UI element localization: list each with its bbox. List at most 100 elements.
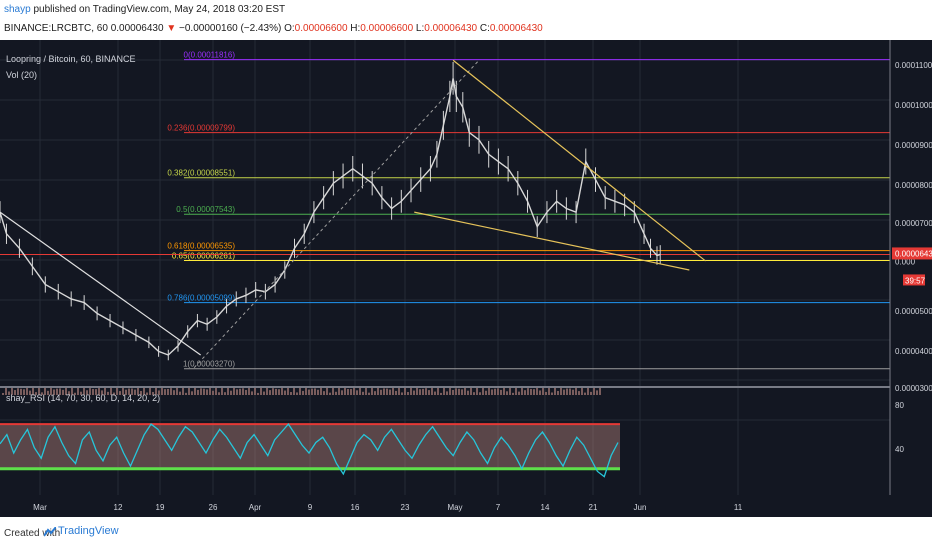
price-chart[interactable]: 0(0.00011816) 0.236(0.00009799) 0.382(0.00… [0,40,932,517]
volume-bar [566,388,568,395]
volume-bar [239,388,241,395]
x-tick-label: 19 [156,503,165,512]
volume-bar [512,392,514,395]
volume-bar [251,391,253,395]
volume-bar [323,391,325,395]
volume-bar [437,387,439,395]
volume-bar [578,391,580,395]
volume-bar [110,387,112,395]
fib-level-label: 0.786(0.00005099) [167,294,235,303]
volume-bar [554,387,556,395]
x-tick-label: 21 [589,503,598,512]
volume-bar [524,390,526,395]
volume-bar [560,387,562,395]
volume-bar [152,391,154,395]
volume-bar [14,390,16,395]
x-tick-label: Jun [634,503,647,512]
volume-bar [206,389,208,395]
volume-bar [17,388,19,395]
x-tick-label: 14 [541,503,550,512]
volume-bar [221,387,223,395]
volume-bar [497,388,499,395]
volume-bar [383,388,385,395]
volume-bar [443,387,445,395]
volume-bar [44,387,46,395]
volume-bar [335,391,337,395]
volume-bar [404,387,406,395]
volume-bar [599,387,601,395]
volume-bar [572,389,574,395]
volume-bar [569,388,571,395]
volume-bar [140,391,142,395]
volume-bar [515,387,517,395]
volume-bar [449,387,451,395]
volume-bar [92,388,94,395]
volume-bar [425,388,427,395]
volume-bar [80,391,82,395]
x-tick-label: 23 [401,503,410,512]
volume-bar [149,387,151,395]
volume-bar [185,392,187,395]
volume-bar [587,387,589,395]
footer: Created with TradingView [0,517,932,550]
publish-line: shayp published on TradingView.com, May … [4,4,285,15]
volume-bar [59,388,61,395]
high-label: H: [350,23,361,34]
volume-bar [98,387,100,395]
volume-bar [494,388,496,395]
volume-bar [29,390,31,395]
rsi-label: shay_RSI (14, 70, 30, 60, D, 14, 20, 2) [6,393,160,403]
author-link[interactable]: shayp [4,4,31,15]
volume-bar [332,387,334,395]
volume-bar [389,389,391,395]
volume-bar [452,389,454,395]
close-label: C: [479,23,490,34]
volume-bar [116,387,118,395]
volume-bar [446,391,448,395]
countdown-badge [903,274,925,286]
volume-bar [71,387,73,395]
volume-bar [170,388,172,395]
open-value: 0.00006600 [294,23,348,34]
volume-bar [545,391,547,395]
volume-bar [500,389,502,395]
fib-level-label: 0(0.00011816) [184,51,236,60]
volume-bar [197,389,199,395]
trendline [452,59,706,262]
volume-bar [539,390,541,395]
trendline [0,211,202,356]
volume-bar [575,387,577,395]
volume-bar [26,387,28,395]
volume-bar [50,387,52,395]
volume-bar [236,389,238,395]
volume-bar [290,392,292,395]
volume-bar [407,392,409,395]
rsi-line [0,423,619,478]
x-tick-label: 16 [351,503,360,512]
volume-bar [125,389,127,395]
volume-bar [143,387,145,395]
volume-label: Vol (20) [6,70,37,80]
volume-bar [89,388,91,395]
volume-bar [56,388,58,395]
volume-bar [527,388,529,395]
volume-bar [95,389,97,395]
volume-bar [5,387,7,395]
tradingview-brand[interactable]: TradingView [58,525,119,537]
volume-bar [227,387,229,395]
price-series [0,59,661,395]
volume-bar [47,390,49,395]
volume-bar [395,390,397,395]
volume-bar [419,389,421,395]
volume-bar [590,391,592,395]
volume-bar [308,389,310,395]
volume-bar [119,391,121,395]
volume-bar [191,391,193,395]
volume-bar [329,392,331,395]
volume-bar [20,388,22,395]
rsi-tick-label: 40 [895,445,904,454]
x-tick-label: 12 [114,503,123,512]
x-tick-label: Mar [33,503,47,512]
